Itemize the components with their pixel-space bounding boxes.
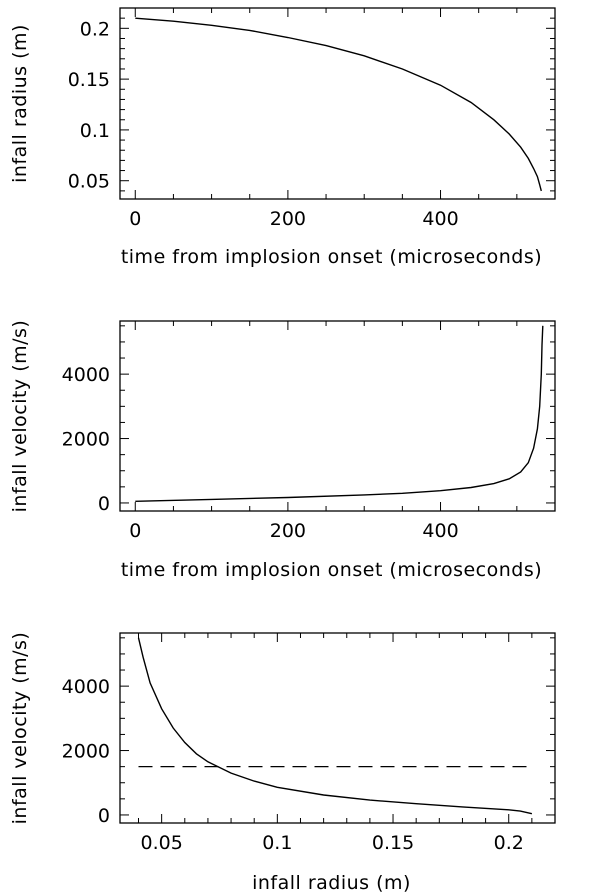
plot-frame	[119, 7, 556, 200]
y-tick-label: 4000	[62, 676, 110, 698]
x-tick-label: 400	[422, 208, 458, 230]
y-tick-label: 0.05	[68, 171, 110, 193]
y-tick-label: 0.1	[80, 120, 110, 142]
y-axis-label: infall velocity (m/s)	[9, 632, 31, 825]
x-tick-label: 0.15	[372, 832, 414, 854]
y-axis-label: infall velocity (m/s)	[9, 320, 31, 513]
x-axis-label: time from implosion onset (microseconds)	[121, 246, 542, 268]
x-axis-label: infall radius (m)	[252, 872, 411, 894]
x-axis-label: time from implosion onset (microseconds)	[121, 559, 542, 581]
x-tick-label: 200	[270, 208, 306, 230]
x-tick-label: 0	[129, 208, 141, 230]
plot-frame	[119, 320, 556, 512]
y-axis-label: infall radius (m)	[9, 24, 31, 183]
y-tick-label: 2000	[62, 429, 110, 451]
plot-frame	[119, 632, 556, 824]
x-tick-label: 0	[129, 520, 141, 542]
y-tick-label: 4000	[62, 364, 110, 386]
panel-velocity-vs-radius: 0.05 0.1 0.15 0.2 0 2000 4000 infall radius (m)…	[9, 632, 556, 894]
data-curve	[135, 17, 542, 192]
y-tick-label: 0	[98, 493, 110, 515]
y-tick-label: 0	[98, 805, 110, 827]
panel-radius-vs-time: 0 200 400 0.05 0.1 0.15 0.2 time from implosion…	[9, 7, 556, 268]
x-tick-label: 0.1	[262, 832, 292, 854]
x-tick-label: 0.05	[140, 832, 182, 854]
data-curve	[137, 637, 533, 815]
y-tick-label: 0.15	[68, 69, 110, 91]
y-tick-label: 2000	[62, 741, 110, 763]
x-tick-label: 400	[422, 520, 458, 542]
data-curve	[135, 325, 544, 502]
y-tick-label: 0.2	[80, 18, 110, 40]
x-tick-label: 200	[270, 520, 306, 542]
x-tick-label: 0.2	[494, 832, 524, 854]
